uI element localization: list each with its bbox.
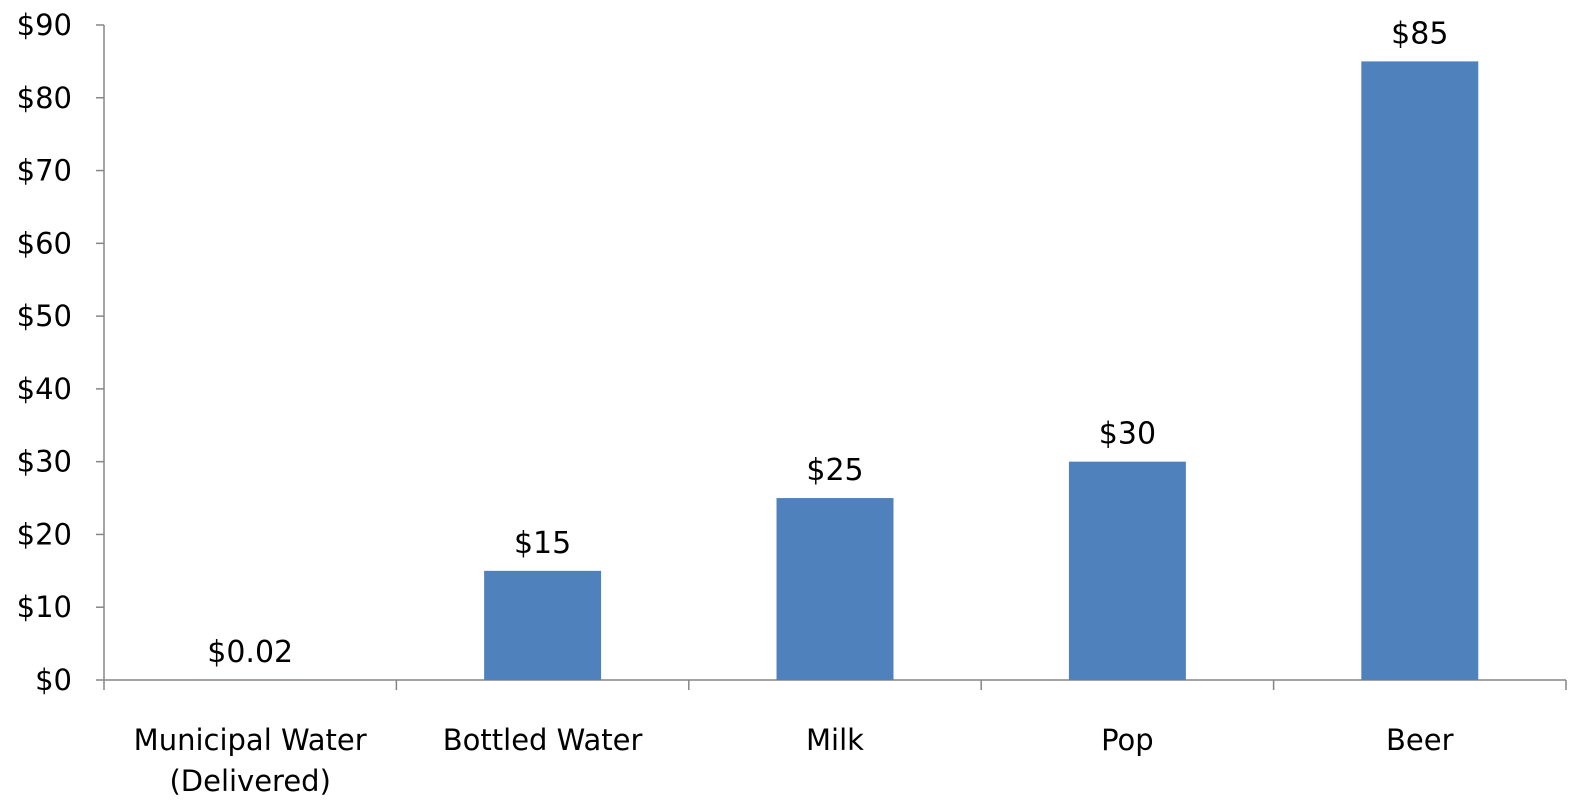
- y-tick-label: $0: [35, 663, 72, 697]
- y-tick-label: $80: [17, 81, 72, 115]
- bar: [1068, 461, 1186, 680]
- x-category-label: Beer: [1386, 723, 1454, 757]
- bar: [1361, 61, 1479, 680]
- y-tick-label: $40: [17, 372, 72, 406]
- y-tick-label: $70: [17, 154, 72, 188]
- bar-data-label: $15: [514, 526, 571, 561]
- y-tick-label: $10: [17, 590, 72, 624]
- bar-data-label: $0.02: [207, 635, 293, 670]
- bar: [776, 498, 894, 680]
- y-tick-label: $60: [17, 226, 72, 260]
- bar-data-label: $85: [1391, 16, 1448, 51]
- x-axis: Municipal Water (Delivered) Bottled Water M…: [103, 679, 1567, 798]
- y-tick-label: $30: [17, 445, 72, 479]
- bars: [191, 61, 1479, 680]
- y-tick-label: $20: [17, 517, 72, 551]
- bar-data-label: $25: [806, 453, 863, 488]
- y-tick-label: $90: [17, 8, 72, 42]
- bar: [484, 570, 602, 680]
- x-category-label: Milk: [806, 723, 864, 757]
- x-category-label: Bottled Water: [443, 723, 643, 757]
- data-labels: $0.02 $15 $25 $30 $85: [207, 16, 1448, 669]
- y-tick-label: $50: [17, 299, 72, 333]
- x-category-label: Municipal Water (Delivered): [134, 723, 367, 798]
- x-category-label: Pop: [1101, 723, 1154, 757]
- y-axis: $0 $10 $20 $30 $40 $50 $60 $70 $80 $90: [17, 8, 105, 697]
- bar-data-label: $30: [1099, 417, 1156, 452]
